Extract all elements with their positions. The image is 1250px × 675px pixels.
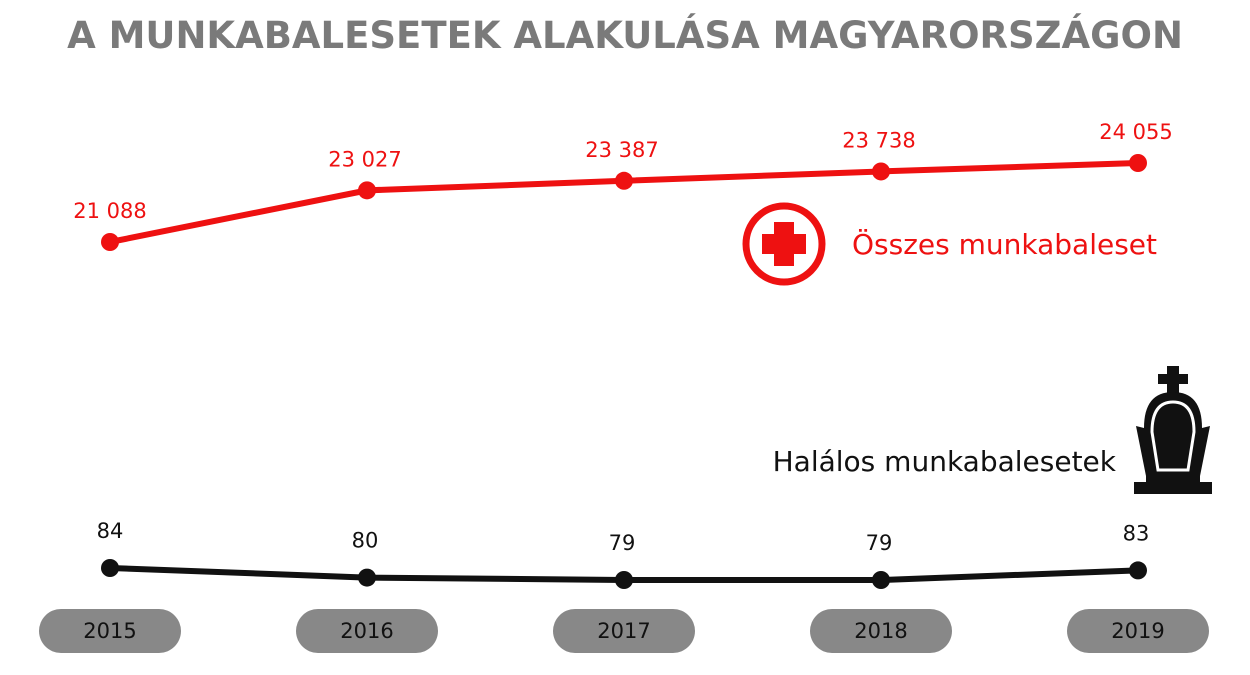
fatal-point [358,568,376,587]
total-point [358,181,376,200]
year-pill [39,609,181,653]
series-total-accidents: 21 088 23 027 23 387 23 738 24 055 [73,120,1173,251]
legend-total-label: Összes munkabaleset [852,227,1157,261]
total-data-label: 23 738 [842,128,915,152]
x-tick-label: 2019 [1111,619,1164,643]
total-point [615,171,633,190]
fatal-point [872,571,890,589]
x-axis-year-pills: 2015 2016 2017 2018 2019 [39,609,1209,653]
chart-title: A MUNKABALESETEK ALAKULÁSA MAGYARORSZÁGO… [67,14,1183,57]
total-data-label: 24 055 [1099,120,1172,144]
x-tick-label: 2015 [83,619,136,643]
x-tick-label: 2016 [340,619,393,643]
fatal-point [1129,561,1147,580]
total-data-label: 23 387 [585,138,658,162]
fatal-data-label: 83 [1123,521,1150,545]
year-pill [1067,609,1209,653]
fatal-point [615,571,633,589]
total-data-label: 23 027 [328,147,401,171]
fatal-point [101,559,119,577]
total-point [1129,154,1147,172]
legend-total: Összes munkabaleset [742,202,1157,286]
year-pill [296,609,438,653]
legend-fatal: Halálos munkabalesetek [773,366,1212,494]
series-fatal-accidents: 84 80 79 79 83 [97,519,1150,589]
legend-fatal-label: Halálos munkabalesetek [773,445,1117,478]
fatal-data-label: 80 [352,529,379,553]
medical-cross-icon [742,202,826,286]
x-tick-label: 2018 [854,619,907,643]
year-pill [810,609,952,653]
tombstone-icon [1134,366,1212,494]
total-point [101,233,119,251]
year-pill [553,609,695,653]
fatal-data-label: 84 [97,519,124,543]
total-data-label: 21 088 [73,199,146,223]
total-point [872,162,890,181]
fatal-data-label: 79 [609,531,636,555]
x-tick-label: 2017 [597,619,650,643]
fatal-data-label: 79 [866,531,893,555]
